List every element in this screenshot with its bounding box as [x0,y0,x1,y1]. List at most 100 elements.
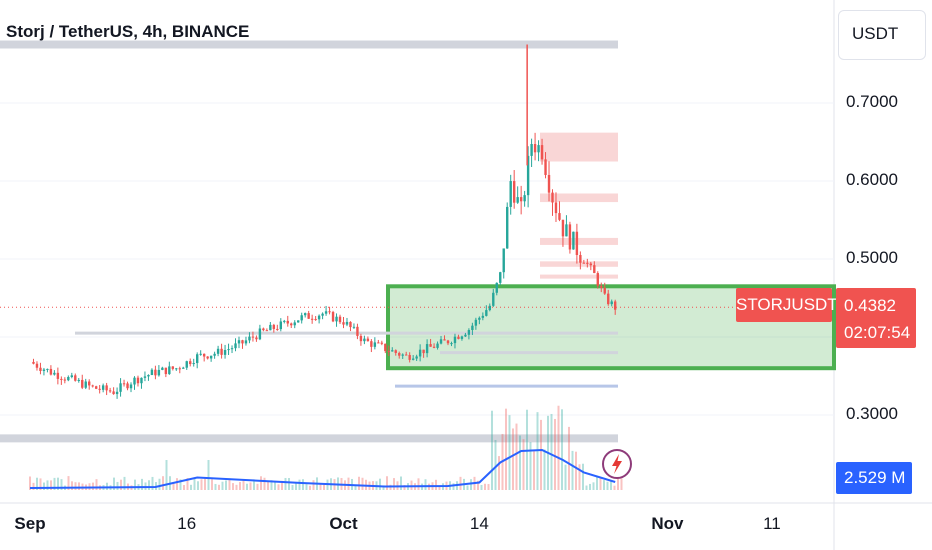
volume-bar [50,480,52,490]
candle-body [283,320,286,322]
volume-bar [578,464,581,490]
candle-body [537,145,540,153]
volume-bar [494,439,497,490]
candle-body [499,272,502,283]
chart-title: Storj / TetherUS, 4h, BINANCE [6,22,250,41]
volume-bar [214,483,217,490]
candle-body [307,313,310,319]
volume-bar [148,480,150,490]
volume-bar [186,478,189,490]
candle-body [509,181,512,207]
volume-bar [305,484,308,490]
candle-body [60,378,63,380]
volume-bar [123,476,126,490]
volume-bar [288,478,290,490]
candle-body [70,375,73,377]
candle-body [338,316,342,323]
candle-body [453,336,457,344]
volume-bar [29,476,31,490]
volume-bar [116,481,119,490]
candle-body [129,384,133,389]
volume-bar [141,478,143,490]
volume-bar [561,409,563,490]
volume-bar [312,480,315,490]
volume-bar [249,482,252,490]
currency-label[interactable]: USDT [852,24,899,43]
volume-bar [46,480,49,490]
candle-body [596,273,599,286]
candle-body [401,354,404,356]
volume-bar [347,477,350,490]
volume-bar [508,415,511,490]
volume-bar [512,428,514,490]
volume-bar [274,481,276,490]
last-price: 0.4382 [844,296,896,315]
candle-body [32,361,35,364]
volume-bar [400,476,402,490]
candle-body [67,376,70,381]
candle-body [554,202,558,214]
candle-body [276,328,279,330]
candle-body [335,316,338,322]
candle-body [255,337,258,340]
volume-bar [134,479,136,490]
candle-body [457,336,460,339]
candle-body [408,354,411,360]
candle-body [171,366,175,369]
candle-body [492,292,495,306]
volume-bar [575,451,577,490]
volume-bar [585,485,588,490]
candle-body [352,326,356,328]
candle-body [143,376,147,378]
volume-bar [613,485,616,490]
volume-bar [302,479,304,490]
candle-body [310,318,314,320]
volume-bar [554,418,556,490]
candle-body [39,367,42,371]
candle-body [112,391,115,395]
candle-body [35,363,39,368]
candle-body [432,346,436,348]
candle-body [422,349,425,354]
volume-bar [193,477,196,490]
candle-body [526,155,530,196]
candle-body [147,374,150,377]
volume-bar [256,483,259,490]
candle-body [202,353,206,357]
candle-body [495,282,498,293]
candle-body [108,390,112,392]
candle-body [196,354,199,364]
candle-body [481,315,485,318]
volume-bar [270,480,273,490]
candle-body [324,311,328,314]
candle-body [168,366,171,375]
volume-bar [78,482,80,490]
y-tick-label: 0.3000 [846,404,898,423]
volume-bar [200,479,203,490]
candle-body [161,367,164,370]
volume-bar [505,408,507,490]
candle-body [63,379,67,381]
volume-bar [113,477,115,490]
lightning-bolt-icon[interactable] [602,449,632,479]
candle-body [105,385,108,391]
volume-bar [151,476,154,490]
volume-bar [606,481,609,490]
volume-bar [172,483,175,490]
volume-ma-line [29,448,616,489]
candle-body [84,381,87,388]
candle-body [568,224,572,250]
supply-zone [540,274,618,279]
currency-selector[interactable] [838,10,926,60]
y-tick-label: 0.5000 [846,248,898,267]
candle-body [429,344,432,347]
volume-bar [190,484,192,490]
candle-body [610,301,613,305]
candle-body [328,311,331,313]
x-tick-label: Nov [651,514,684,533]
volume-bar [540,419,542,490]
candle-body [251,336,255,338]
volume-bar [571,450,574,490]
